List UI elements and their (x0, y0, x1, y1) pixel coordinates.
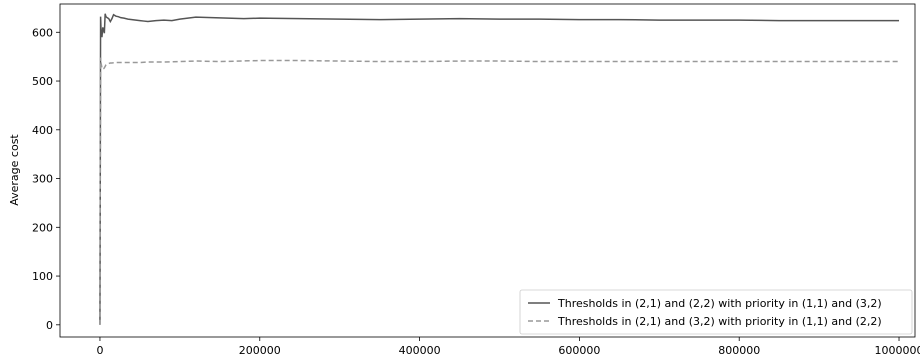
x-tick-label-3: 600000 (558, 344, 600, 357)
x-axis: 0 200000 400000 600000 800000 1000000 (96, 337, 920, 357)
x-tick-label-1: 200000 (239, 344, 281, 357)
legend: Thresholds in (2,1) and (2,2) with prior… (519, 289, 913, 335)
legend-label-2: Thresholds in (2,1) and (3,2) with prior… (557, 315, 882, 328)
series-line-1 (99, 13, 900, 325)
y-tick-label-5: 500 (32, 75, 53, 88)
x-tick-label-5: 1000000 (875, 344, 920, 357)
y-tick-label-1: 100 (32, 270, 53, 283)
y-tick-label-0: 0 (46, 319, 53, 332)
legend-box (519, 289, 913, 335)
y-tick-label-6: 600 (32, 26, 53, 39)
x-tick-label-0: 0 (96, 344, 103, 357)
legend-label-1: Thresholds in (2,1) and (2,2) with prior… (557, 297, 882, 310)
y-axis: 0 100 200 300 400 500 600 (32, 26, 60, 332)
y-tick-label-3: 300 (32, 173, 53, 186)
y-tick-label-2: 200 (32, 221, 53, 234)
y-tick-label-4: 400 (32, 124, 53, 137)
x-tick-label-2: 400000 (399, 344, 441, 357)
series-line-2 (99, 57, 900, 325)
x-tick-label-4: 800000 (718, 344, 760, 357)
plot-area (59, 3, 916, 338)
series-layer (99, 13, 900, 325)
y-axis-title: Average cost (8, 134, 21, 206)
